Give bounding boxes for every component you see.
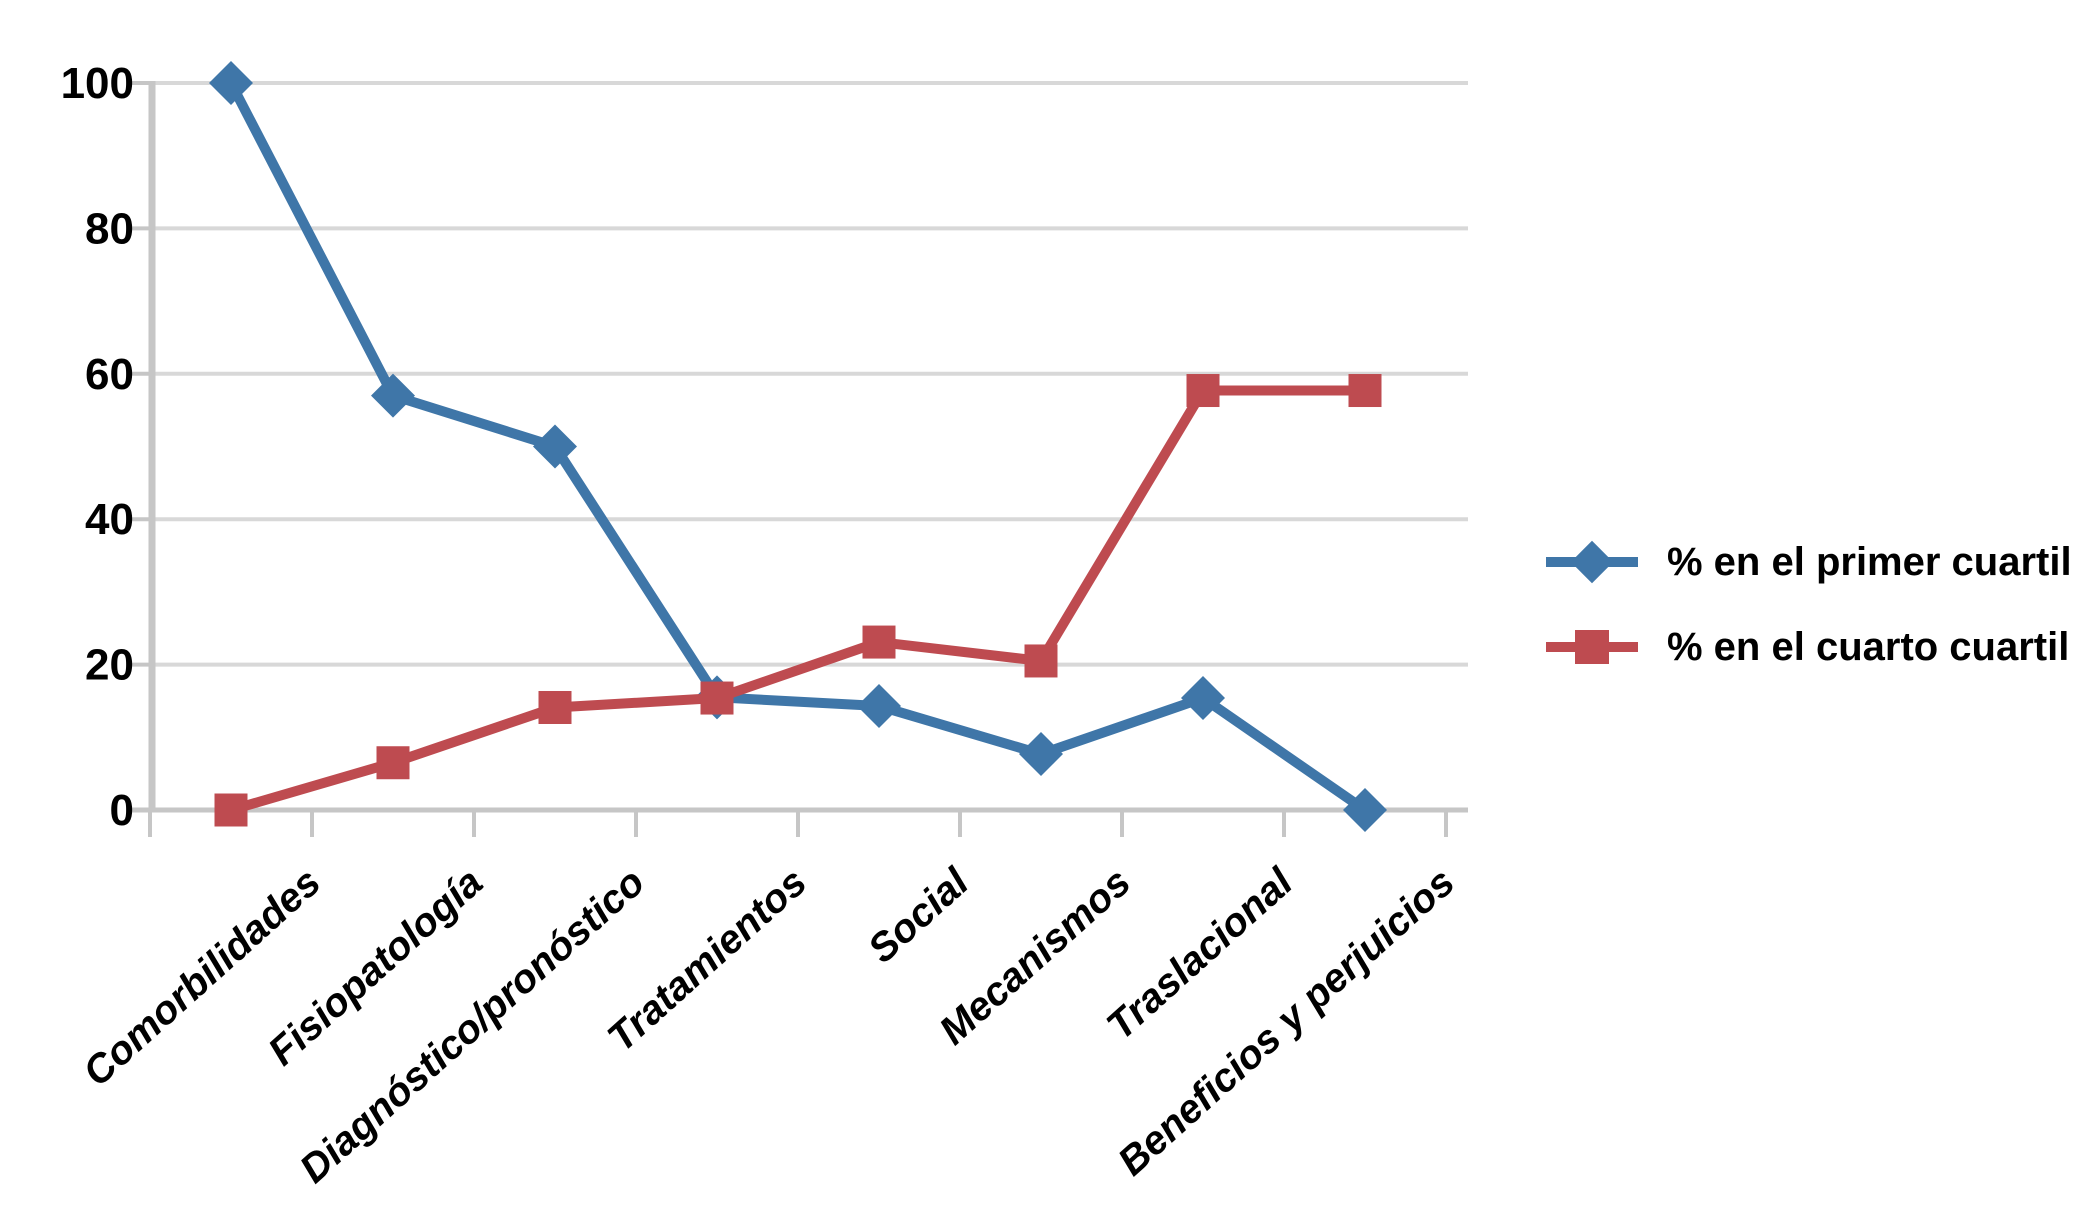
data-point-diamond: [1019, 732, 1063, 777]
x-axis-category-label: Beneficios y perjuicios: [1110, 860, 1463, 1184]
data-point-diamond: [1181, 676, 1225, 721]
x-axis-labels: ComorbilidadesFisiopatologíaDiagnóstico/…: [75, 859, 1463, 1191]
data-point-square: [214, 793, 248, 827]
x-axis-category-label: Diagnóstico/pronóstico: [292, 860, 653, 1192]
data-point-diamond: [209, 61, 253, 105]
y-axis-labels: 0 20 40 60 80 100: [61, 59, 134, 835]
data-series: [209, 61, 1387, 832]
legend-swatch-primer: [1546, 520, 1638, 605]
y-axis-tick-label: 60: [85, 350, 134, 399]
data-point-square: [862, 625, 896, 659]
series-line: [226, 385, 1370, 815]
square-marker-icon: [1575, 630, 1609, 664]
y-axis-tick-label: 80: [85, 204, 134, 253]
diamond-marker-icon: [1570, 540, 1614, 584]
data-point-diamond: [857, 684, 901, 729]
data-point-square: [1348, 374, 1382, 408]
series-primer-cuartil: [209, 61, 1387, 832]
y-axis-tick-label: 40: [85, 495, 134, 544]
legend-item-primer-cuartil: % en el primer cuartil: [1546, 520, 2072, 605]
series-line: [226, 78, 1370, 815]
data-point-square: [1186, 374, 1220, 408]
data-point-diamond: [533, 424, 577, 469]
data-point-square: [700, 681, 734, 715]
y-axis-tick-label: 0: [110, 786, 134, 835]
data-point-square: [1024, 644, 1058, 678]
legend-label-cuarto: % en el cuarto cuartil: [1667, 625, 2070, 669]
legend-item-cuarto-cuartil: % en el cuarto cuartil: [1546, 605, 2072, 690]
series-cuarto-cuartil: [214, 374, 1382, 827]
data-point-diamond: [371, 373, 415, 418]
data-point-diamond: [1343, 788, 1387, 832]
data-point-square: [538, 690, 572, 724]
data-point-square: [376, 746, 410, 780]
axes: [131, 81, 1468, 837]
legend-swatch-cuarto: [1546, 605, 1638, 690]
y-axis-tick-label: 100: [61, 59, 134, 108]
y-axis-tick-label: 20: [85, 641, 134, 690]
chart-legend: % en el primer cuartil % en el cuarto cu…: [1546, 520, 2072, 690]
x-axis-category-label: Social: [860, 859, 978, 971]
legend-label-primer: % en el primer cuartil: [1667, 540, 2072, 584]
